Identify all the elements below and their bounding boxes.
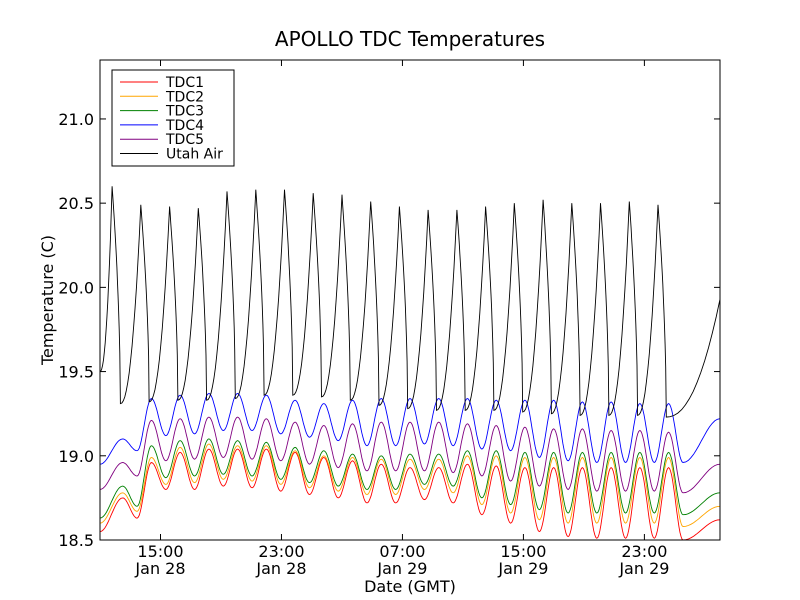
x-tick-label-date: Jan 29 <box>497 559 548 578</box>
x-tick-label-date: Jan 28 <box>255 559 306 578</box>
series-layer <box>100 186 720 540</box>
legend-label: Utah Air <box>166 147 223 163</box>
x-tick-label-date: Jan 29 <box>376 559 427 578</box>
y-tick-label: 19.0 <box>58 447 94 466</box>
y-tick-label: 20.5 <box>58 194 94 213</box>
x-tick-label-date: Jan 29 <box>618 559 669 578</box>
x-axis-label: Date (GMT) <box>364 577 456 596</box>
y-tick-label: 19.5 <box>58 363 94 382</box>
legend-label: TDC4 <box>165 118 204 134</box>
series-line-utah-air <box>100 186 720 418</box>
y-tick-label: 21.0 <box>58 110 94 129</box>
series-line-tdc5 <box>100 416 720 494</box>
y-tick-label: 18.5 <box>58 531 94 550</box>
x-tick-label-time: 07:00 <box>379 542 425 561</box>
plot-frame <box>99 59 721 541</box>
legend-label: TDC5 <box>165 132 204 148</box>
series-line-tdc4 <box>100 393 720 465</box>
legend-label: TDC2 <box>165 89 204 105</box>
y-tick-label: 20.0 <box>58 278 94 297</box>
y-axis: 18.5 19.0 19.5 20.0 20.5 21.0 <box>58 110 720 550</box>
series-line-tdc2 <box>100 443 720 527</box>
x-tick-label-time: 23:00 <box>621 542 667 561</box>
legend-label: TDC1 <box>165 75 204 91</box>
x-tick-label-time: 15:00 <box>137 542 183 561</box>
x-tick-label-time: 23:00 <box>258 542 304 561</box>
series-line-tdc1 <box>100 448 720 540</box>
x-tick-label-date: Jan 28 <box>134 559 185 578</box>
x-tick-label-time: 15:00 <box>500 542 546 561</box>
legend-label: TDC3 <box>165 104 204 120</box>
series-line-tdc3 <box>100 438 720 519</box>
chart-title: APOLLO TDC Temperatures <box>275 27 545 51</box>
legend-frame <box>111 69 235 167</box>
y-axis-label: Temperature (C) <box>38 235 57 366</box>
